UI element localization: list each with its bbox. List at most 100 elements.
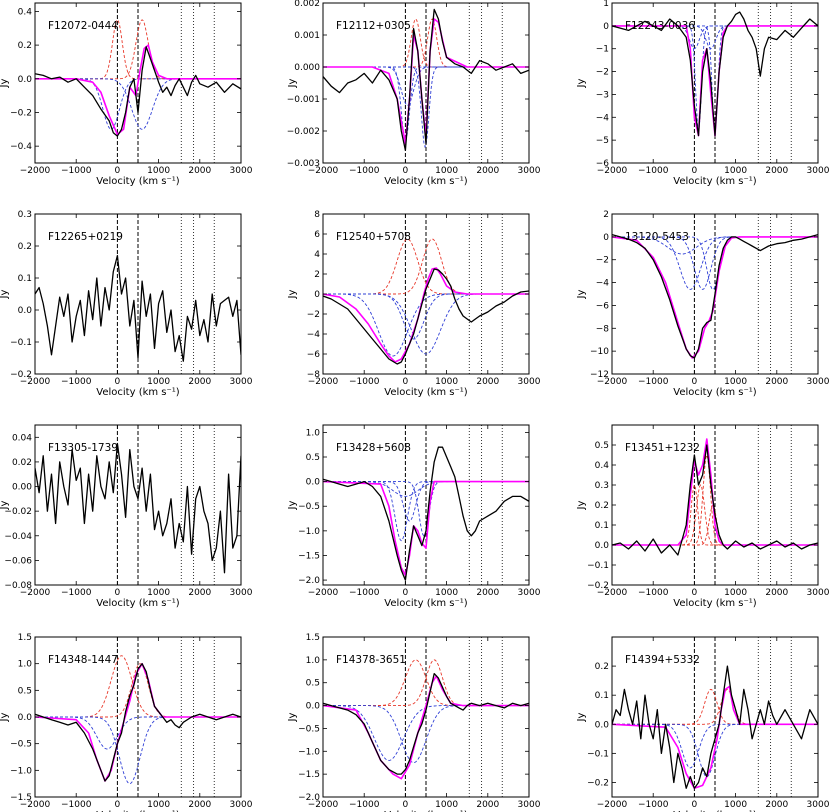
x-tick-label: 0 — [403, 377, 409, 387]
y-axis-label: Jy — [287, 78, 298, 88]
panel-4: −2000 −1000 0 1000 2000 3000 −0.2 −0.1 0.0 0.1 0.2… — [0, 210, 253, 398]
plot-area — [612, 3, 818, 163]
y-tick-label: −0.08 — [4, 581, 32, 591]
panel-title: F12243-0036 — [625, 20, 695, 32]
x-axis-label: Velocity (km s⁻¹) — [96, 387, 180, 398]
spectrum-line — [323, 268, 529, 365]
y-tick-label: −0.2 — [587, 778, 609, 788]
x-tick-label: 1000 — [724, 166, 747, 176]
y-tick-label: 0.002 — [294, 0, 320, 9]
y-tick-label: 0.02 — [12, 458, 32, 468]
x-tick-label: −2000 — [597, 166, 628, 176]
y-tick-label: −0.06 — [4, 556, 32, 566]
x-tick-label: −2000 — [20, 588, 51, 598]
y-tick-label: −0.2 — [587, 581, 609, 591]
y-tick-label: −0.2 — [10, 108, 32, 118]
panel-title: F12072-0444 — [48, 20, 118, 32]
y-tick-label: 0.0 — [595, 720, 610, 730]
y-tick-label: 1.5 — [18, 633, 32, 643]
x-tick-label: −1000 — [61, 800, 92, 810]
y-tick-label: 0.1 — [595, 521, 609, 531]
y-tick-label: 0.1 — [18, 274, 32, 284]
y-axis-label: Jy — [287, 712, 298, 722]
axes-frame — [322, 2, 530, 164]
x-tick-label: 0 — [115, 377, 121, 387]
x-tick-label: 2000 — [188, 800, 211, 810]
y-axis-label: Jy — [287, 500, 298, 510]
x-axis-label: Velocity (km s⁻¹) — [673, 176, 757, 187]
absorption-component — [612, 25, 818, 50]
y-tick-label: −0.1 — [587, 749, 609, 759]
x-tick-label: 3000 — [518, 166, 541, 176]
x-axis-label: Velocity (km s⁻¹) — [96, 598, 180, 609]
y-tick-label: 0.0 — [18, 75, 33, 85]
x-tick-label: 2000 — [476, 166, 499, 176]
y-tick-label: −2 — [307, 310, 320, 320]
model-fit-line — [612, 236, 818, 359]
y-tick-label: 0.000 — [294, 63, 320, 73]
plot-area — [35, 3, 241, 163]
x-tick-label: 2000 — [765, 588, 788, 598]
spectrum-line — [323, 672, 529, 775]
x-tick-label: 1000 — [147, 588, 170, 598]
y-tick-label: −8 — [596, 324, 610, 334]
x-tick-label: 3000 — [230, 800, 253, 810]
plot-area — [323, 637, 529, 797]
x-tick-label: −1000 — [61, 166, 92, 176]
y-tick-label: 0.2 — [595, 501, 609, 511]
panel-title: F13451+1232 — [625, 442, 700, 454]
panel-title: F14394+5332 — [625, 654, 700, 666]
x-tick-label: 0 — [115, 166, 121, 176]
y-tick-label: −0.1 — [10, 338, 32, 348]
panel-3: −2000 −1000 0 1000 2000 3000 −6 −5 −4 −3 −2 −1 0 1 Vel… — [576, 0, 830, 187]
y-tick-label: −10 — [590, 347, 609, 357]
absorption-component — [323, 293, 529, 355]
y-tick-label: −0.001 — [287, 95, 320, 105]
x-tick-label: 1000 — [435, 588, 458, 598]
y-tick-label: −2 — [596, 256, 609, 266]
panel-10: −2000 −1000 0 1000 2000 3000 −1.5 −1.0 −0.5 0.0 0.… — [0, 633, 253, 812]
spectrum-line — [323, 8, 529, 151]
x-tick-label: 0 — [403, 800, 409, 810]
spectrum-line — [35, 663, 241, 782]
axes-frame — [611, 213, 819, 375]
x-tick-label: 1000 — [724, 800, 747, 810]
model-fit-line — [612, 685, 818, 790]
y-tick-label: −4 — [596, 113, 610, 123]
x-tick-label: −2000 — [597, 800, 628, 810]
y-tick-label: −1.0 — [10, 766, 32, 776]
panel-11: −2000 −1000 0 1000 2000 3000 −2.0 −1.5 −1.0 −0.5 0… — [287, 633, 541, 812]
y-tick-label: −0.02 — [4, 507, 32, 517]
x-tick-label: 3000 — [807, 377, 830, 387]
y-tick-label: 0.3 — [18, 210, 32, 220]
x-tick-label: 0 — [692, 166, 698, 176]
y-axis-label: Jy — [287, 289, 298, 299]
plot-area — [612, 637, 818, 797]
y-tick-label: 1 — [603, 0, 609, 9]
x-tick-label: 0 — [403, 166, 409, 176]
y-tick-label: −0.5 — [298, 724, 320, 734]
y-tick-label: −0.04 — [4, 532, 32, 542]
x-tick-label: 3000 — [807, 588, 830, 598]
axes-frame — [322, 424, 530, 586]
y-tick-label: −2.0 — [298, 793, 320, 803]
x-tick-label: 3000 — [807, 800, 830, 810]
y-tick-label: −5 — [596, 136, 609, 146]
x-tick-label: 2000 — [765, 377, 788, 387]
y-tick-label: −1.5 — [298, 770, 320, 780]
y-tick-label: 0.2 — [18, 41, 32, 51]
y-tick-label: 2 — [314, 270, 320, 280]
y-tick-label: −1 — [596, 45, 609, 55]
y-tick-label: 0.00 — [12, 483, 32, 493]
y-tick-label: −6 — [307, 350, 321, 360]
y-tick-label: −4 — [596, 279, 610, 289]
y-tick-label: 0 — [603, 233, 609, 243]
y-tick-label: 1.0 — [306, 656, 321, 666]
panel-2: −2000 −1000 0 1000 2000 3000 −0.003 −0.002 −0.00… — [287, 0, 541, 187]
y-tick-label: 0.1 — [595, 691, 609, 701]
x-axis-label: Velocity (km s⁻¹) — [673, 598, 757, 609]
x-tick-label: 3000 — [518, 588, 541, 598]
x-tick-label: −1000 — [349, 166, 380, 176]
x-tick-label: 3000 — [230, 588, 253, 598]
